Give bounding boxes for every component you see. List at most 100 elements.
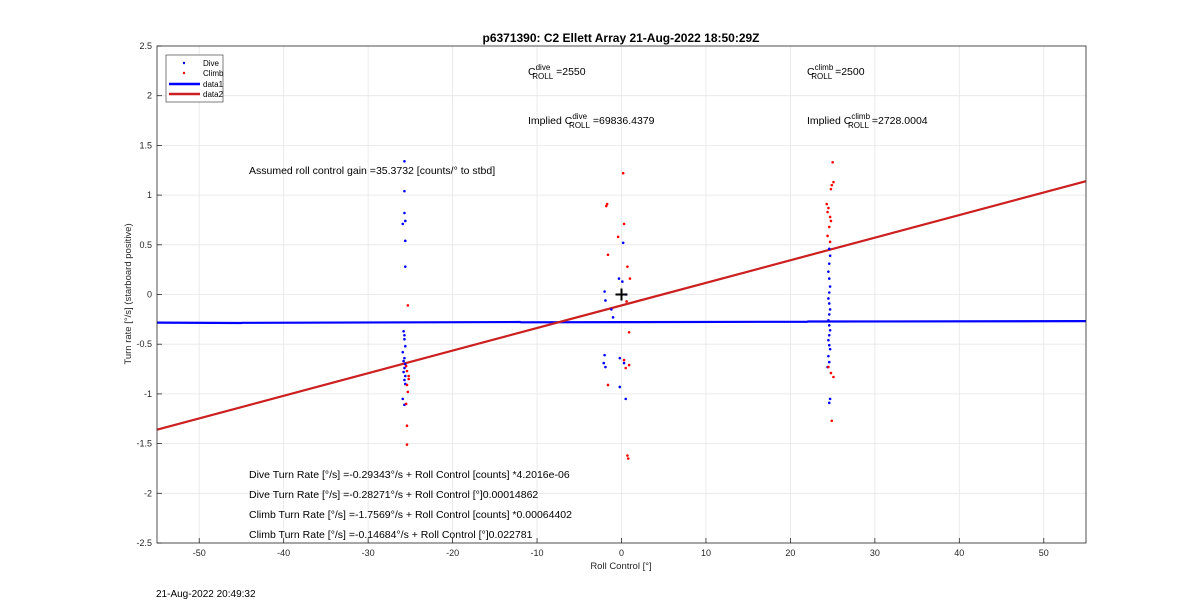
climb-point (622, 222, 626, 226)
implied-c-roll-climb-annotation: Implied Cclimb ROLL =2728.0004 (807, 112, 928, 130)
dive-point (402, 329, 405, 333)
dive-point (827, 291, 831, 294)
climb-point (405, 424, 409, 428)
ticks: -50 -40 -30 -20 -10 0 10 20 30 40 50-2.5-2-1.5-1-0… (136, 41, 1048, 558)
c-roll-dive-annotation: Cdive ROLL =2550 (528, 63, 586, 81)
dive-point (401, 350, 405, 354)
dive-point (403, 219, 407, 223)
y-tick-label: 0 (147, 290, 152, 300)
dive-point (402, 359, 405, 363)
climb-point (624, 366, 628, 370)
climb-point (405, 443, 409, 446)
climb-point (606, 383, 610, 387)
climb-point (832, 375, 835, 379)
fit-equation-climb-degrees: Climb Turn Rate [°/s] =-0.14684°/s + Rol… (249, 529, 533, 541)
dive-point (403, 378, 406, 382)
y-tick-label: -2 (144, 488, 152, 498)
climb-point (405, 383, 409, 387)
dive-point (828, 308, 832, 311)
dive-point (603, 353, 606, 357)
dive-point (403, 239, 407, 243)
dive-point (828, 254, 832, 258)
dive-point (827, 247, 831, 251)
climb-point (404, 402, 408, 406)
dive-point (828, 328, 832, 332)
y-tick-label: -1 (144, 389, 152, 399)
dive-point (403, 160, 406, 163)
y-tick-label: 0.5 (139, 240, 152, 250)
dive-point (403, 337, 406, 341)
chart-title: p6371390: C2 Ellett Array 21-Aug-2022 18… (482, 31, 759, 45)
climb-point (627, 330, 631, 334)
c-roll-climb-annotation: Cclimb ROLL =2500 (807, 63, 865, 81)
dive-point (827, 313, 831, 316)
climb-point (626, 454, 629, 457)
dive-point (403, 344, 407, 348)
climb-point (826, 210, 829, 214)
dive-point (622, 361, 626, 365)
climb-point (827, 206, 830, 210)
dive-point (603, 290, 606, 293)
dive-point (827, 338, 830, 342)
climb-point (825, 202, 829, 206)
dive-point (828, 397, 832, 401)
dive-point (621, 280, 624, 283)
climb-point (830, 183, 834, 187)
climb-point (827, 365, 830, 369)
x-tick-label: -40 (277, 548, 290, 558)
dive-point (401, 397, 405, 401)
dive-point (403, 374, 407, 378)
dive-point (617, 277, 621, 280)
x-tick-label: 0 (619, 548, 624, 558)
climb-point (826, 234, 829, 238)
roll-gain-annotation: Assumed roll control gain =35.3732 [coun… (249, 165, 495, 177)
fit-equation-climb-counts: Climb Turn Rate [°/s] =-1.7569°/s + Roll… (249, 509, 572, 521)
climb-point (407, 374, 410, 378)
climb-point (625, 300, 628, 303)
climb-point (406, 304, 410, 307)
x-axis-label: Roll Control [°] (590, 561, 651, 572)
x-tick-label: -10 (531, 548, 544, 558)
climb-point (405, 369, 409, 373)
dive-point (602, 361, 606, 365)
data1-fit-line (156, 320, 1087, 325)
climb-point (404, 364, 408, 368)
climb-point (605, 202, 609, 206)
implied-c-roll-dive-annotation: Implied Cdive ROLL =69836.4379 (528, 112, 655, 130)
dive-point (401, 222, 405, 226)
climb-point (832, 180, 835, 184)
climb-point (616, 235, 620, 239)
dive-point (403, 189, 406, 193)
climb-point (829, 187, 833, 191)
climb-point (828, 215, 832, 219)
legend-data2-label: data2 (203, 90, 224, 99)
legend-climb-label: Climb (203, 69, 224, 78)
dive-point (403, 362, 407, 366)
y-tick-label: -1.5 (136, 439, 152, 449)
climb-point (606, 253, 610, 257)
dive-point (621, 241, 625, 245)
climb-point (621, 171, 625, 175)
dive-point (827, 270, 830, 273)
x-tick-label: 20 (785, 548, 795, 558)
fit-equation-dive-degrees: Dive Turn Rate [°/s] =-0.28271°/s + Roll… (249, 489, 538, 501)
dive-point (827, 297, 830, 300)
climb-point (604, 204, 608, 208)
y-tick-label: 2.5 (139, 41, 152, 51)
climb-point (628, 277, 632, 280)
dive-point (403, 211, 406, 215)
legend-dive-label: Dive (203, 59, 220, 68)
climb-point (626, 457, 630, 460)
dive-point (828, 285, 832, 288)
dive-point (604, 365, 607, 369)
x-tick-label: 40 (954, 548, 964, 558)
dive-point (403, 366, 406, 370)
x-tick-label: 10 (701, 548, 711, 558)
x-tick-label: -30 (362, 548, 375, 558)
dive-point (403, 265, 407, 268)
data-series (156, 160, 1087, 460)
climb-point (406, 390, 410, 394)
dive-point (827, 324, 831, 327)
legend-data1-label: data1 (203, 80, 224, 89)
dive-point (827, 319, 830, 322)
